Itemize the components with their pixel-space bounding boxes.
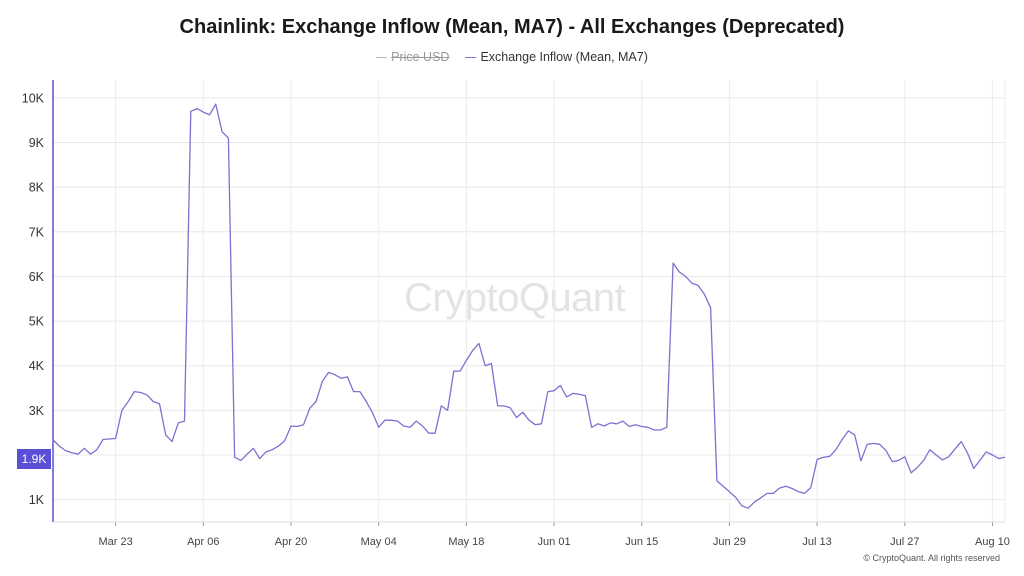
series-layer <box>52 103 1006 509</box>
copyright-text: © CryptoQuant. All rights reserved <box>863 553 1000 563</box>
y-tick-label: 7K <box>29 225 45 239</box>
x-tick-label: Jun 01 <box>538 536 571 548</box>
grid-lines <box>53 80 1005 522</box>
x-tick-label: May 18 <box>448 536 484 548</box>
legend-swatch-exchange-inflow <box>465 56 477 58</box>
x-tick-label: Aug 10 <box>975 536 1010 548</box>
crosshair-value-label: 1.9K <box>17 449 51 470</box>
y-tick-label: 9K <box>29 136 45 150</box>
x-tick-label: Jun 29 <box>713 536 746 548</box>
y-tick-label: 3K <box>29 404 45 418</box>
x-tick-label: Jun 15 <box>625 536 658 548</box>
legend-label-exchange-inflow: Exchange Inflow (Mean, MA7) <box>480 50 648 64</box>
y-tick-label: 5K <box>29 315 45 329</box>
y-tick-label: 4K <box>29 359 45 373</box>
y-tick-label: 1K <box>29 493 45 507</box>
tick-labels: 1K 3K 4K 5K 6K 7K 8K 9K 10K Mar 23 Apr 06 Apr 20 May… <box>22 91 1010 548</box>
legend-item-price-usd[interactable]: Price USD <box>376 50 449 64</box>
axes <box>52 80 1006 526</box>
series-line-exchange-inflow <box>52 103 1006 509</box>
chart-title: Chainlink: Exchange Inflow (Mean, MA7) -… <box>179 16 845 38</box>
x-tick-label: Jul 27 <box>890 536 919 548</box>
legend-item-exchange-inflow[interactable]: Exchange Inflow (Mean, MA7) <box>465 50 648 64</box>
x-tick-label: Apr 06 <box>187 536 219 548</box>
x-tick-label: Apr 20 <box>275 536 307 548</box>
y-tick-label: 6K <box>29 270 45 284</box>
chart-legend: Price USD Exchange Inflow (Mean, MA7) <box>0 50 1024 64</box>
legend-label-price-usd: Price USD <box>391 50 450 64</box>
legend-swatch-price-usd <box>376 56 388 58</box>
x-tick-label: May 04 <box>361 536 397 548</box>
x-tick-label: Mar 23 <box>99 536 133 548</box>
y-tick-label: 8K <box>29 181 45 195</box>
x-tick-label: Jul 13 <box>802 536 831 548</box>
watermark-logo: CryptoQuant <box>404 276 626 320</box>
y-tick-label: 10K <box>22 91 45 105</box>
